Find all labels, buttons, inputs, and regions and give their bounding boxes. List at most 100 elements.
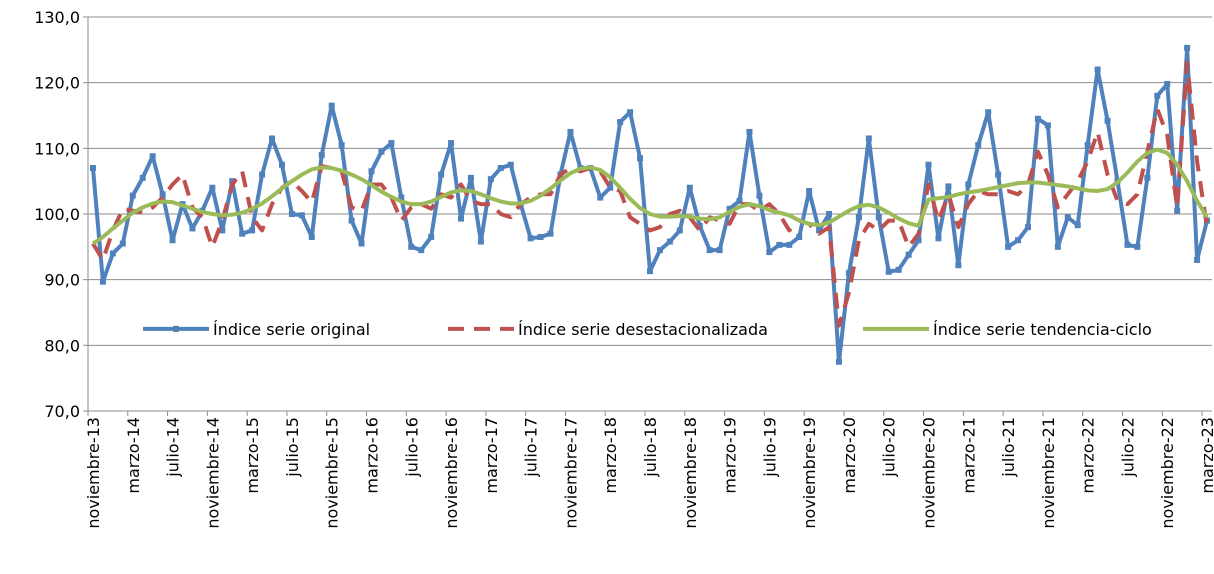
data-point bbox=[418, 247, 425, 254]
data-point bbox=[467, 174, 474, 181]
data-point bbox=[776, 241, 783, 248]
x-tick-label: julio-21 bbox=[999, 417, 1018, 478]
data-point bbox=[816, 227, 823, 234]
legend-label: Índice serie desestacionalizada bbox=[518, 320, 768, 339]
data-point bbox=[487, 176, 494, 183]
data-point bbox=[288, 211, 295, 217]
data-point bbox=[368, 168, 375, 175]
data-point bbox=[269, 135, 276, 142]
data-point bbox=[408, 243, 415, 250]
x-tick-label: noviembre-16 bbox=[442, 417, 461, 529]
x-tick-label: julio-17 bbox=[522, 417, 541, 478]
data-point bbox=[239, 230, 246, 237]
x-tick-label: marzo-20 bbox=[840, 417, 859, 494]
x-tick-label: julio-18 bbox=[641, 417, 660, 478]
data-point bbox=[766, 249, 773, 256]
data-point bbox=[149, 153, 156, 160]
data-point bbox=[716, 247, 723, 254]
y-tick-label: 110,0 bbox=[34, 139, 80, 158]
data-point bbox=[855, 214, 862, 221]
data-point bbox=[278, 161, 285, 168]
data-point bbox=[438, 171, 445, 178]
data-point bbox=[607, 184, 614, 191]
x-tick-label: noviembre-18 bbox=[681, 417, 700, 529]
data-point bbox=[1104, 117, 1111, 124]
x-tick-label: marzo-21 bbox=[959, 417, 978, 494]
data-point bbox=[567, 128, 574, 135]
data-point bbox=[1084, 142, 1091, 149]
data-point bbox=[686, 184, 693, 191]
data-point bbox=[865, 135, 872, 142]
x-tick-label: marzo-22 bbox=[1079, 417, 1098, 494]
data-point bbox=[1005, 243, 1012, 250]
data-point bbox=[348, 217, 355, 224]
data-point bbox=[746, 128, 753, 135]
data-point bbox=[666, 238, 673, 245]
data-point bbox=[249, 227, 256, 234]
legend-label: Índice serie tendencia-ciclo bbox=[933, 320, 1152, 339]
x-tick-label: noviembre-13 bbox=[84, 417, 103, 529]
x-tick-label: marzo-15 bbox=[243, 417, 262, 494]
y-tick-label: 100,0 bbox=[34, 205, 80, 224]
data-point bbox=[318, 151, 325, 158]
data-point bbox=[1064, 214, 1071, 221]
data-point bbox=[835, 358, 842, 365]
data-point bbox=[905, 251, 912, 258]
data-point bbox=[975, 142, 982, 149]
data-point bbox=[1094, 66, 1101, 73]
legend-marker bbox=[173, 325, 179, 332]
data-point bbox=[1015, 237, 1022, 244]
x-tick-label: julio-15 bbox=[283, 417, 302, 478]
y-tick-label: 80,0 bbox=[44, 336, 80, 355]
data-point bbox=[1194, 256, 1201, 263]
data-point bbox=[338, 142, 345, 149]
data-point bbox=[647, 268, 653, 275]
data-point bbox=[1024, 224, 1031, 231]
data-point bbox=[308, 233, 315, 240]
x-tick-label: marzo-18 bbox=[601, 417, 620, 494]
data-point bbox=[298, 212, 305, 219]
data-point bbox=[786, 241, 793, 248]
data-point bbox=[1074, 222, 1081, 229]
data-point bbox=[676, 227, 683, 234]
data-point bbox=[477, 238, 484, 245]
data-point bbox=[378, 148, 385, 155]
x-tick-label: marzo-19 bbox=[721, 417, 740, 494]
x-tick-label: julio-19 bbox=[760, 417, 779, 478]
data-point bbox=[159, 191, 166, 198]
x-tick-label: noviembre-20 bbox=[920, 417, 939, 529]
data-point bbox=[1054, 243, 1061, 250]
data-point bbox=[497, 165, 504, 172]
x-tick-label: noviembre-17 bbox=[561, 417, 580, 529]
x-tick-label: marzo-14 bbox=[124, 417, 143, 494]
data-point bbox=[885, 268, 892, 275]
data-point bbox=[547, 230, 554, 237]
data-point bbox=[806, 188, 813, 195]
data-point bbox=[209, 184, 216, 191]
data-point bbox=[875, 214, 882, 221]
data-point bbox=[617, 119, 624, 126]
data-point bbox=[119, 240, 126, 247]
data-point bbox=[1034, 115, 1041, 122]
data-point bbox=[1044, 122, 1051, 129]
data-point bbox=[398, 194, 405, 201]
data-point bbox=[627, 109, 634, 116]
data-point bbox=[89, 165, 96, 172]
x-tick-label: julio-20 bbox=[880, 417, 899, 478]
data-point bbox=[726, 205, 733, 212]
data-point bbox=[1144, 174, 1151, 181]
data-point bbox=[985, 109, 992, 116]
data-point bbox=[219, 227, 226, 234]
data-point bbox=[537, 233, 544, 240]
data-point bbox=[637, 155, 644, 162]
data-point bbox=[915, 237, 922, 244]
data-point bbox=[527, 235, 534, 242]
x-tick-label: julio-14 bbox=[164, 417, 183, 478]
data-point bbox=[656, 247, 663, 254]
data-point bbox=[925, 161, 932, 168]
data-point bbox=[597, 194, 604, 201]
data-point bbox=[129, 192, 136, 199]
y-tick-label: 90,0 bbox=[44, 271, 80, 290]
data-point bbox=[428, 233, 435, 240]
